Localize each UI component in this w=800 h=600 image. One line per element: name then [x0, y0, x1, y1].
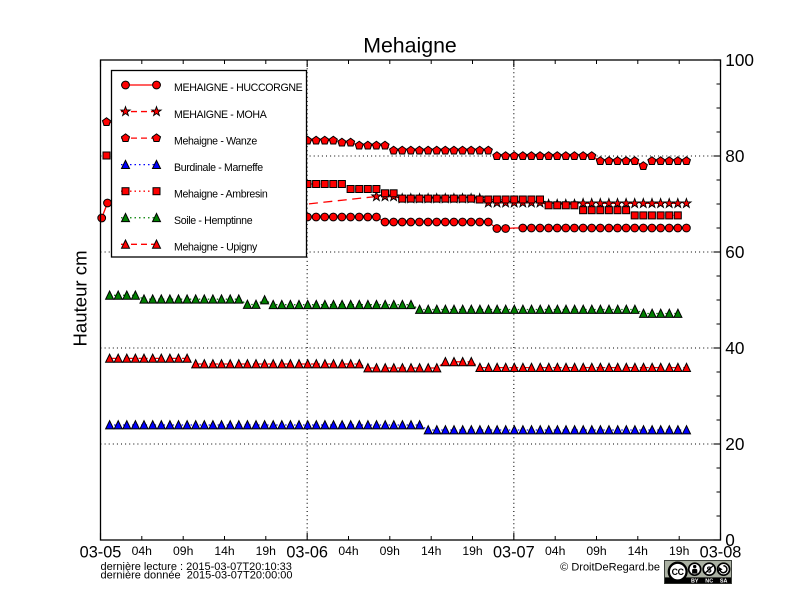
svg-text:14h: 14h: [628, 544, 648, 558]
svg-text:Mehaigne - Upigny: Mehaigne - Upigny: [174, 242, 258, 254]
svg-text:03-08: 03-08: [700, 544, 742, 562]
svg-text:20: 20: [725, 434, 744, 454]
svg-text:09h: 09h: [380, 544, 400, 558]
svg-text:0: 0: [725, 530, 735, 550]
svg-text:MEHAIGNE - HUCCORGNE: MEHAIGNE - HUCCORGNE: [174, 82, 303, 94]
svg-text:dernière lecture : 2015-03-07T: dernière lecture : 2015-03-07T20:10:33: [101, 561, 292, 573]
svg-text:dernière donnée 2015-03-07T20: dernière donnée 2015-03-07T20:00:00: [101, 570, 293, 582]
svg-text:19h: 19h: [669, 544, 689, 558]
svg-text:03-05: 03-05: [80, 544, 122, 562]
svg-text:04h: 04h: [545, 544, 565, 558]
svg-text:Mehaigne: Mehaigne: [363, 34, 457, 58]
svg-text:14h: 14h: [421, 544, 441, 558]
svg-text:03-07: 03-07: [493, 544, 535, 562]
svg-text:SA: SA: [720, 578, 728, 584]
svg-text:100: 100: [725, 50, 754, 70]
svg-text:04h: 04h: [338, 544, 358, 558]
svg-text:Soile - Hemptinne: Soile - Hemptinne: [174, 215, 253, 227]
svg-text:80: 80: [725, 146, 744, 166]
svg-text:40: 40: [725, 338, 744, 358]
svg-text:60: 60: [725, 242, 744, 262]
svg-text:14h: 14h: [214, 544, 234, 558]
svg-text:MEHAIGNE - MOHA: MEHAIGNE - MOHA: [174, 109, 268, 121]
svg-text:19h: 19h: [462, 544, 482, 558]
svg-text:© DroitDeRegard.be: © DroitDeRegard.be: [560, 562, 660, 574]
svg-text:04h: 04h: [132, 544, 152, 558]
svg-text:Hauteur cm: Hauteur cm: [70, 250, 91, 346]
svg-text:09h: 09h: [173, 544, 193, 558]
svg-text:Mehaigne - Wanze: Mehaigne - Wanze: [174, 135, 257, 147]
svg-text:BY: BY: [691, 578, 699, 584]
svg-text:03-06: 03-06: [286, 544, 328, 562]
svg-text:09h: 09h: [586, 544, 606, 558]
svg-text:CC: CC: [672, 567, 685, 577]
svg-text:Burdinale - Marneffe: Burdinale - Marneffe: [174, 162, 263, 174]
svg-text:Mehaigne - Ambresin: Mehaigne - Ambresin: [174, 188, 268, 200]
svg-text:NC: NC: [705, 578, 713, 584]
svg-text:19h: 19h: [256, 544, 276, 558]
